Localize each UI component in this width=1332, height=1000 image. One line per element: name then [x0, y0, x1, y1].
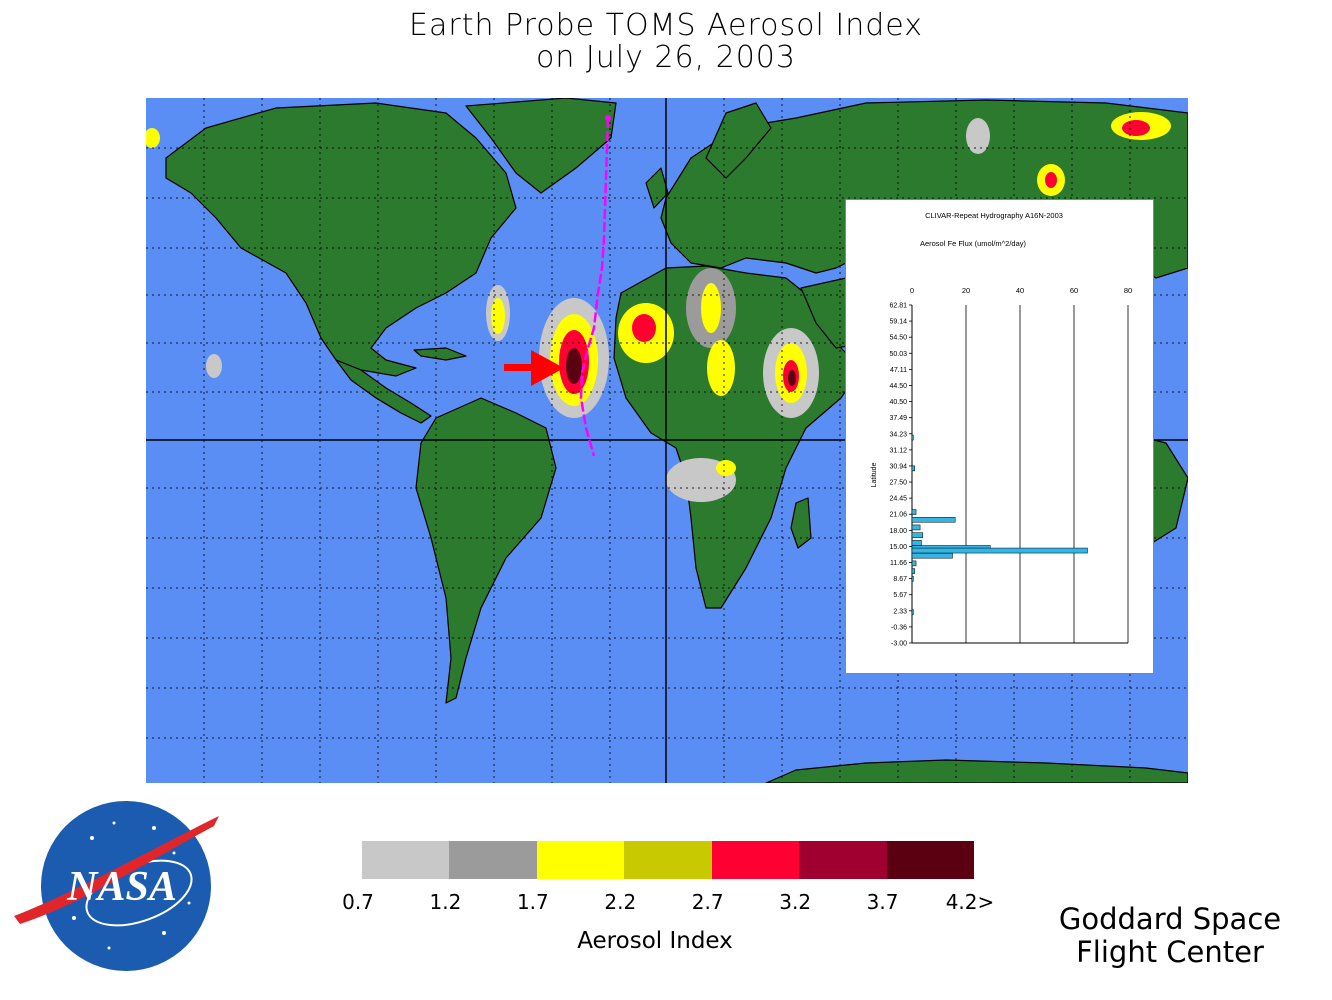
legend-swatch-5 [799, 841, 887, 879]
legend-swatch-1 [449, 841, 537, 879]
inset-x-tick-label: 40 [1016, 286, 1024, 295]
legend-tick: 4.2> [945, 890, 995, 914]
legend-tick: 0.7 [342, 890, 374, 914]
aerosol-color-legend [362, 841, 974, 879]
inset-y-tick-label: 37.49 [889, 415, 907, 422]
scandinavia [705, 102, 772, 179]
inset-bar [911, 509, 917, 515]
inset-bar [911, 516, 956, 523]
legend-swatch-0 [362, 841, 450, 879]
legend-tick: 2.2 [604, 890, 637, 914]
legend-tick: 3.2 [779, 890, 812, 914]
inset-y-tick-label: 40.50 [889, 399, 907, 406]
inset-y-tick-label: 2.33 [893, 608, 907, 615]
legend-swatch-3 [624, 841, 712, 879]
inset-y-tick-label: 21.06 [889, 512, 907, 519]
inset-bar [911, 568, 915, 574]
inset-y-tick-label: 59.14 [889, 319, 907, 326]
land-masses [165, 98, 1188, 783]
legend-tick: 3.7 [866, 890, 899, 914]
antarctica [765, 759, 1188, 783]
inset-y-tick-label: 31.12 [889, 447, 907, 454]
map-date: on July 26, 2003 [536, 40, 796, 75]
inset-y-tick-label: 50.03 [889, 351, 907, 358]
goddard-label: Goddard Space Flight Center [1030, 903, 1310, 969]
greenland [465, 98, 617, 194]
south-america [415, 397, 557, 704]
inset-x-tick-label: 60 [1070, 286, 1078, 295]
inset-x-tick-label: 0 [910, 286, 914, 295]
aerosol-plumes [146, 112, 1171, 502]
inset-y-tick-label: 11.66 [890, 560, 907, 567]
inset-y-tick-label: 18.00 [889, 528, 907, 535]
inset-bar [911, 576, 914, 582]
inset-y-tick-label: -0.36 [891, 624, 907, 631]
nasa-meatball-logo: NASA [14, 801, 219, 971]
inset-bar [911, 434, 914, 441]
nasa-logo-text: NASA [66, 864, 177, 910]
inset-y-tick-label: 15.00 [889, 544, 907, 551]
inset-fe-flux-chart: CLIVAR-Repeat Hydrography A16N-2003 Aero… [845, 199, 1154, 674]
inset-bar [911, 540, 922, 546]
inset-y-tick-label: 34.23 [889, 431, 907, 438]
inset-bar [911, 552, 953, 559]
legend-label: Aerosol Index [577, 928, 733, 954]
madagascar [790, 497, 812, 549]
legend-swatch-6 [886, 841, 974, 879]
inset-y-tick-label: 5.67 [893, 592, 907, 599]
map-title: Earth Probe TOMS Aerosol Index [409, 8, 923, 43]
central-america [335, 359, 432, 424]
inset-y-tick-label: 62.81 [889, 303, 907, 310]
inset-bar [911, 465, 915, 472]
north-america [165, 102, 517, 377]
inset-x-tick-label: 20 [962, 286, 970, 295]
cruise-track [579, 117, 610, 457]
inset-title: CLIVAR-Repeat Hydrography A16N-2003 [925, 211, 1063, 220]
goddard-line2: Flight Center [1076, 935, 1264, 969]
inset-subtitle: Aerosol Fe Flux (umol/m^2/day) [920, 239, 1027, 248]
inset-bar [911, 532, 924, 538]
red-arrow-icon [504, 350, 564, 386]
inset-y-tick-label: 24.45 [889, 496, 907, 503]
inset-y-tick-label: 47.11 [890, 367, 907, 374]
inset-y-tick-label: 8.67 [893, 576, 907, 583]
caribbean [413, 347, 467, 361]
inset-bar [911, 524, 921, 531]
legend-tick: 1.2 [429, 890, 462, 914]
legend-swatch-2 [536, 841, 625, 879]
inset-y-tick-label: 27.50 [889, 480, 907, 487]
legend-swatch-4 [711, 841, 800, 879]
inset-bar [911, 609, 914, 615]
goddard-line1: Goddard Space [1058, 902, 1282, 936]
inset-y-tick-label: 30.94 [889, 463, 907, 470]
inset-y-tick-label: 54.50 [889, 335, 907, 342]
inset-y-tick-label: -3.00 [891, 641, 907, 648]
inset-bar [911, 547, 1088, 554]
inset-y-tick-label: 44.50 [889, 383, 907, 390]
legend-tick: 1.7 [516, 890, 549, 914]
inset-x-tick-label: 80 [1124, 286, 1132, 295]
inset-ylabel: Latitude [871, 462, 878, 487]
inset-bar [911, 560, 917, 567]
legend-tick: 2.7 [691, 890, 724, 914]
